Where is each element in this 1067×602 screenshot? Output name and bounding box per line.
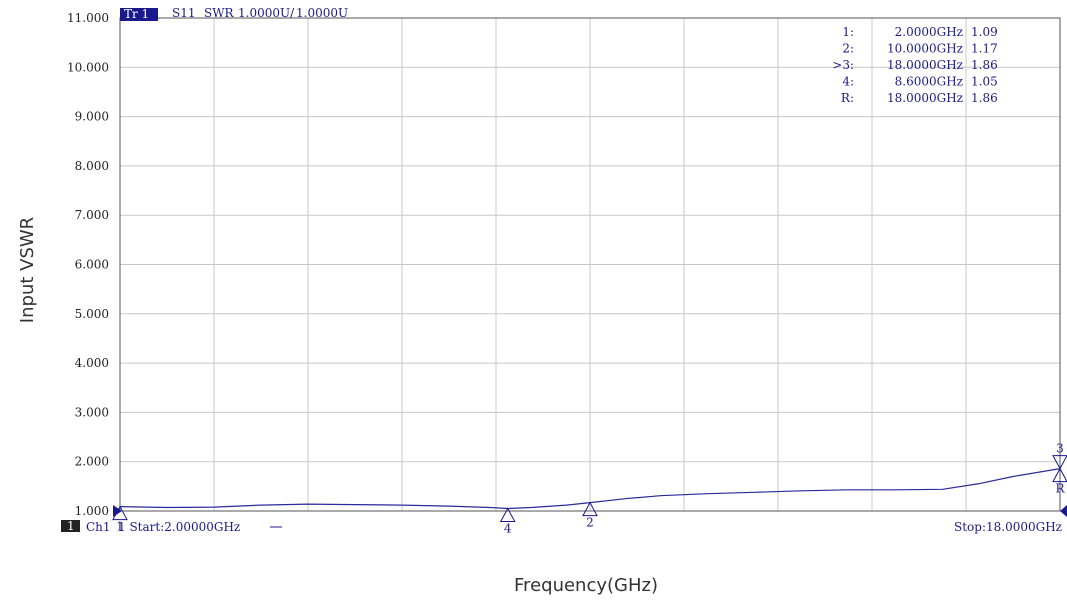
trace-parameter: S11 bbox=[172, 6, 196, 20]
trace-label: Tr 1 bbox=[124, 7, 149, 21]
marker-table-value: 1.05 bbox=[971, 75, 998, 89]
y-tick-label: 5.000 bbox=[75, 307, 109, 321]
trace-format: SWR bbox=[204, 6, 235, 20]
marker-table-id: 2: bbox=[842, 42, 854, 56]
marker-table-id: 4: bbox=[842, 75, 854, 89]
marker-r-label: R bbox=[1055, 482, 1065, 496]
marker-table-id: >3: bbox=[832, 58, 854, 72]
marker-table-frequency: 10.0000GHz bbox=[887, 42, 963, 56]
y-tick-label: 4.000 bbox=[75, 356, 109, 370]
marker-table-value: 1.86 bbox=[971, 58, 998, 72]
y-tick-label: 6.000 bbox=[75, 258, 109, 272]
y-tick-label: 11.000 bbox=[67, 11, 109, 25]
marker-4-label: 4 bbox=[504, 522, 512, 536]
marker-table: 1: 2.0000GHz 1.09 2: 10.0000GHz 1.17 >3: 18.000… bbox=[832, 25, 997, 105]
y-tick-label: 7.000 bbox=[75, 208, 109, 222]
right-edge-arrow-icon bbox=[1060, 505, 1067, 517]
marker-table-frequency: 18.0000GHz bbox=[887, 91, 963, 105]
x-axis-title: Frequency(GHz) bbox=[514, 575, 658, 596]
channel-badge-label: 1 bbox=[67, 519, 75, 533]
y-tick-label: 2.000 bbox=[75, 455, 109, 469]
marker-table-id: 1: bbox=[842, 25, 854, 39]
marker-4-triangle[interactable] bbox=[501, 509, 515, 522]
marker-table-value: 1.09 bbox=[971, 25, 998, 39]
trace-scale: 1.0000U/ bbox=[238, 6, 295, 20]
marker-table-value: 1.17 bbox=[971, 42, 998, 56]
marker-table-value: 1.86 bbox=[971, 91, 998, 105]
trace-reference: 1.0000U bbox=[296, 6, 348, 20]
y-tick-label: 1.000 bbox=[75, 504, 109, 518]
marker-2-label: 2 bbox=[586, 516, 594, 530]
stop-frequency: Stop:18.0000GHz bbox=[954, 520, 1062, 534]
marker-table-id: R: bbox=[841, 91, 854, 105]
marker-table-frequency: 2.0000GHz bbox=[895, 25, 963, 39]
channel-text: Ch1 bbox=[86, 520, 111, 534]
marker-3-label: 3 bbox=[1056, 442, 1064, 456]
start-frequency: 1 Start:2.00000GHz bbox=[118, 520, 240, 534]
y-tick-label: 8.000 bbox=[75, 159, 109, 173]
marker-table-frequency: 8.6000GHz bbox=[895, 75, 963, 89]
y-tick-label: 3.000 bbox=[75, 405, 109, 419]
y-tick-label: 9.000 bbox=[75, 110, 109, 124]
y-tick-labels: 11.000 10.000 9.000 8.000 7.000 6.000 5.000 4.0… bbox=[67, 11, 109, 518]
marker-table-frequency: 18.0000GHz bbox=[887, 58, 963, 72]
y-axis-title: Input VSWR bbox=[17, 217, 38, 323]
y-tick-label: 10.000 bbox=[67, 60, 109, 74]
